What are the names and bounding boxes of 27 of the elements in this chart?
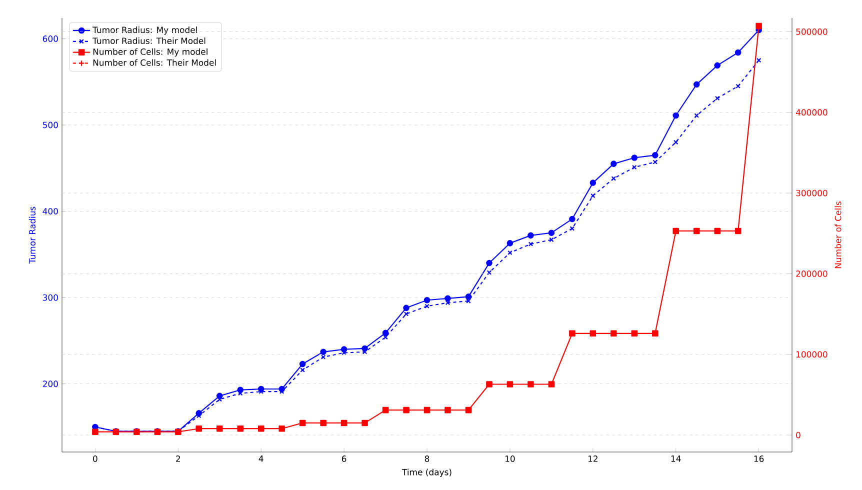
- x-axis-title: Time (days): [402, 468, 452, 477]
- y2-tick-label: 0: [796, 432, 800, 438]
- y2-axis-title: Number of Cells: [834, 202, 842, 268]
- legend-label: Tumor Radius: Their Model: [92, 37, 206, 44]
- x-tick-label: 8: [424, 456, 430, 462]
- legend-label: Number of Cells: Their Model: [93, 59, 216, 66]
- y2-tick-label: 300000: [796, 190, 828, 196]
- y-tick-label: 300: [42, 294, 58, 301]
- x-tick-label: 0: [93, 456, 98, 462]
- x-tick-label: 4: [258, 456, 264, 462]
- y-tick-label: 600: [42, 36, 58, 42]
- x-tick-label: 14: [671, 456, 681, 462]
- y2-tick-label: 400000: [796, 109, 828, 116]
- x-tick-label: 2: [176, 456, 180, 462]
- y-tick-label: 400: [42, 208, 58, 214]
- y-tick-label: 200: [42, 380, 58, 388]
- y2-tick-label: 200000: [796, 270, 828, 277]
- x-tick-label: 16: [754, 456, 764, 462]
- y2-tick-label: 500000: [796, 28, 828, 35]
- legend-label: Number of Cells: My model: [93, 48, 208, 57]
- x-tick-label: 12: [588, 456, 598, 462]
- x-tick-label: 6: [342, 456, 346, 462]
- y2-tick-label: 100000: [796, 351, 828, 358]
- y-tick-label: 500: [42, 122, 58, 128]
- x-tick-label: 10: [506, 456, 515, 462]
- legend-label: Tumor Radius: My model: [92, 26, 197, 35]
- y-axis-title: Tumor Radius: [28, 206, 36, 264]
